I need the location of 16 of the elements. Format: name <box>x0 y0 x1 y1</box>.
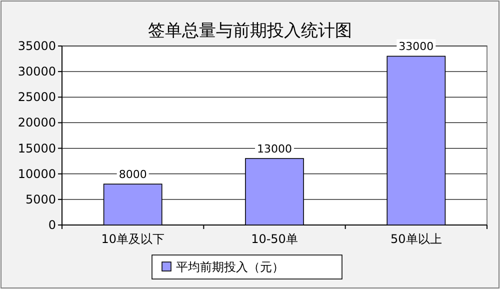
y-tick-label: 10000 <box>18 166 56 181</box>
data-label: 8000 <box>118 168 147 182</box>
y-tick-label: 15000 <box>18 141 56 156</box>
y-tick-label: 25000 <box>18 90 56 104</box>
data-label: 33000 <box>398 40 434 54</box>
x-tick-label: 10-50单 <box>251 232 298 246</box>
y-tick-label: 0 <box>48 218 56 232</box>
y-tick-label: 30000 <box>18 64 56 79</box>
y-tick-label: 35000 <box>18 39 56 53</box>
x-tick-label: 10单及以下 <box>101 232 164 246</box>
x-tick-label: 50单以上 <box>390 232 442 246</box>
data-label: 13000 <box>257 142 292 156</box>
y-tick-label: 20000 <box>18 116 56 130</box>
y-tick-label: 5000 <box>25 192 56 206</box>
chart-title: 签单总量与前期投入统计图 <box>148 21 352 41</box>
legend-label: 平均前期投入（元） <box>176 260 284 274</box>
